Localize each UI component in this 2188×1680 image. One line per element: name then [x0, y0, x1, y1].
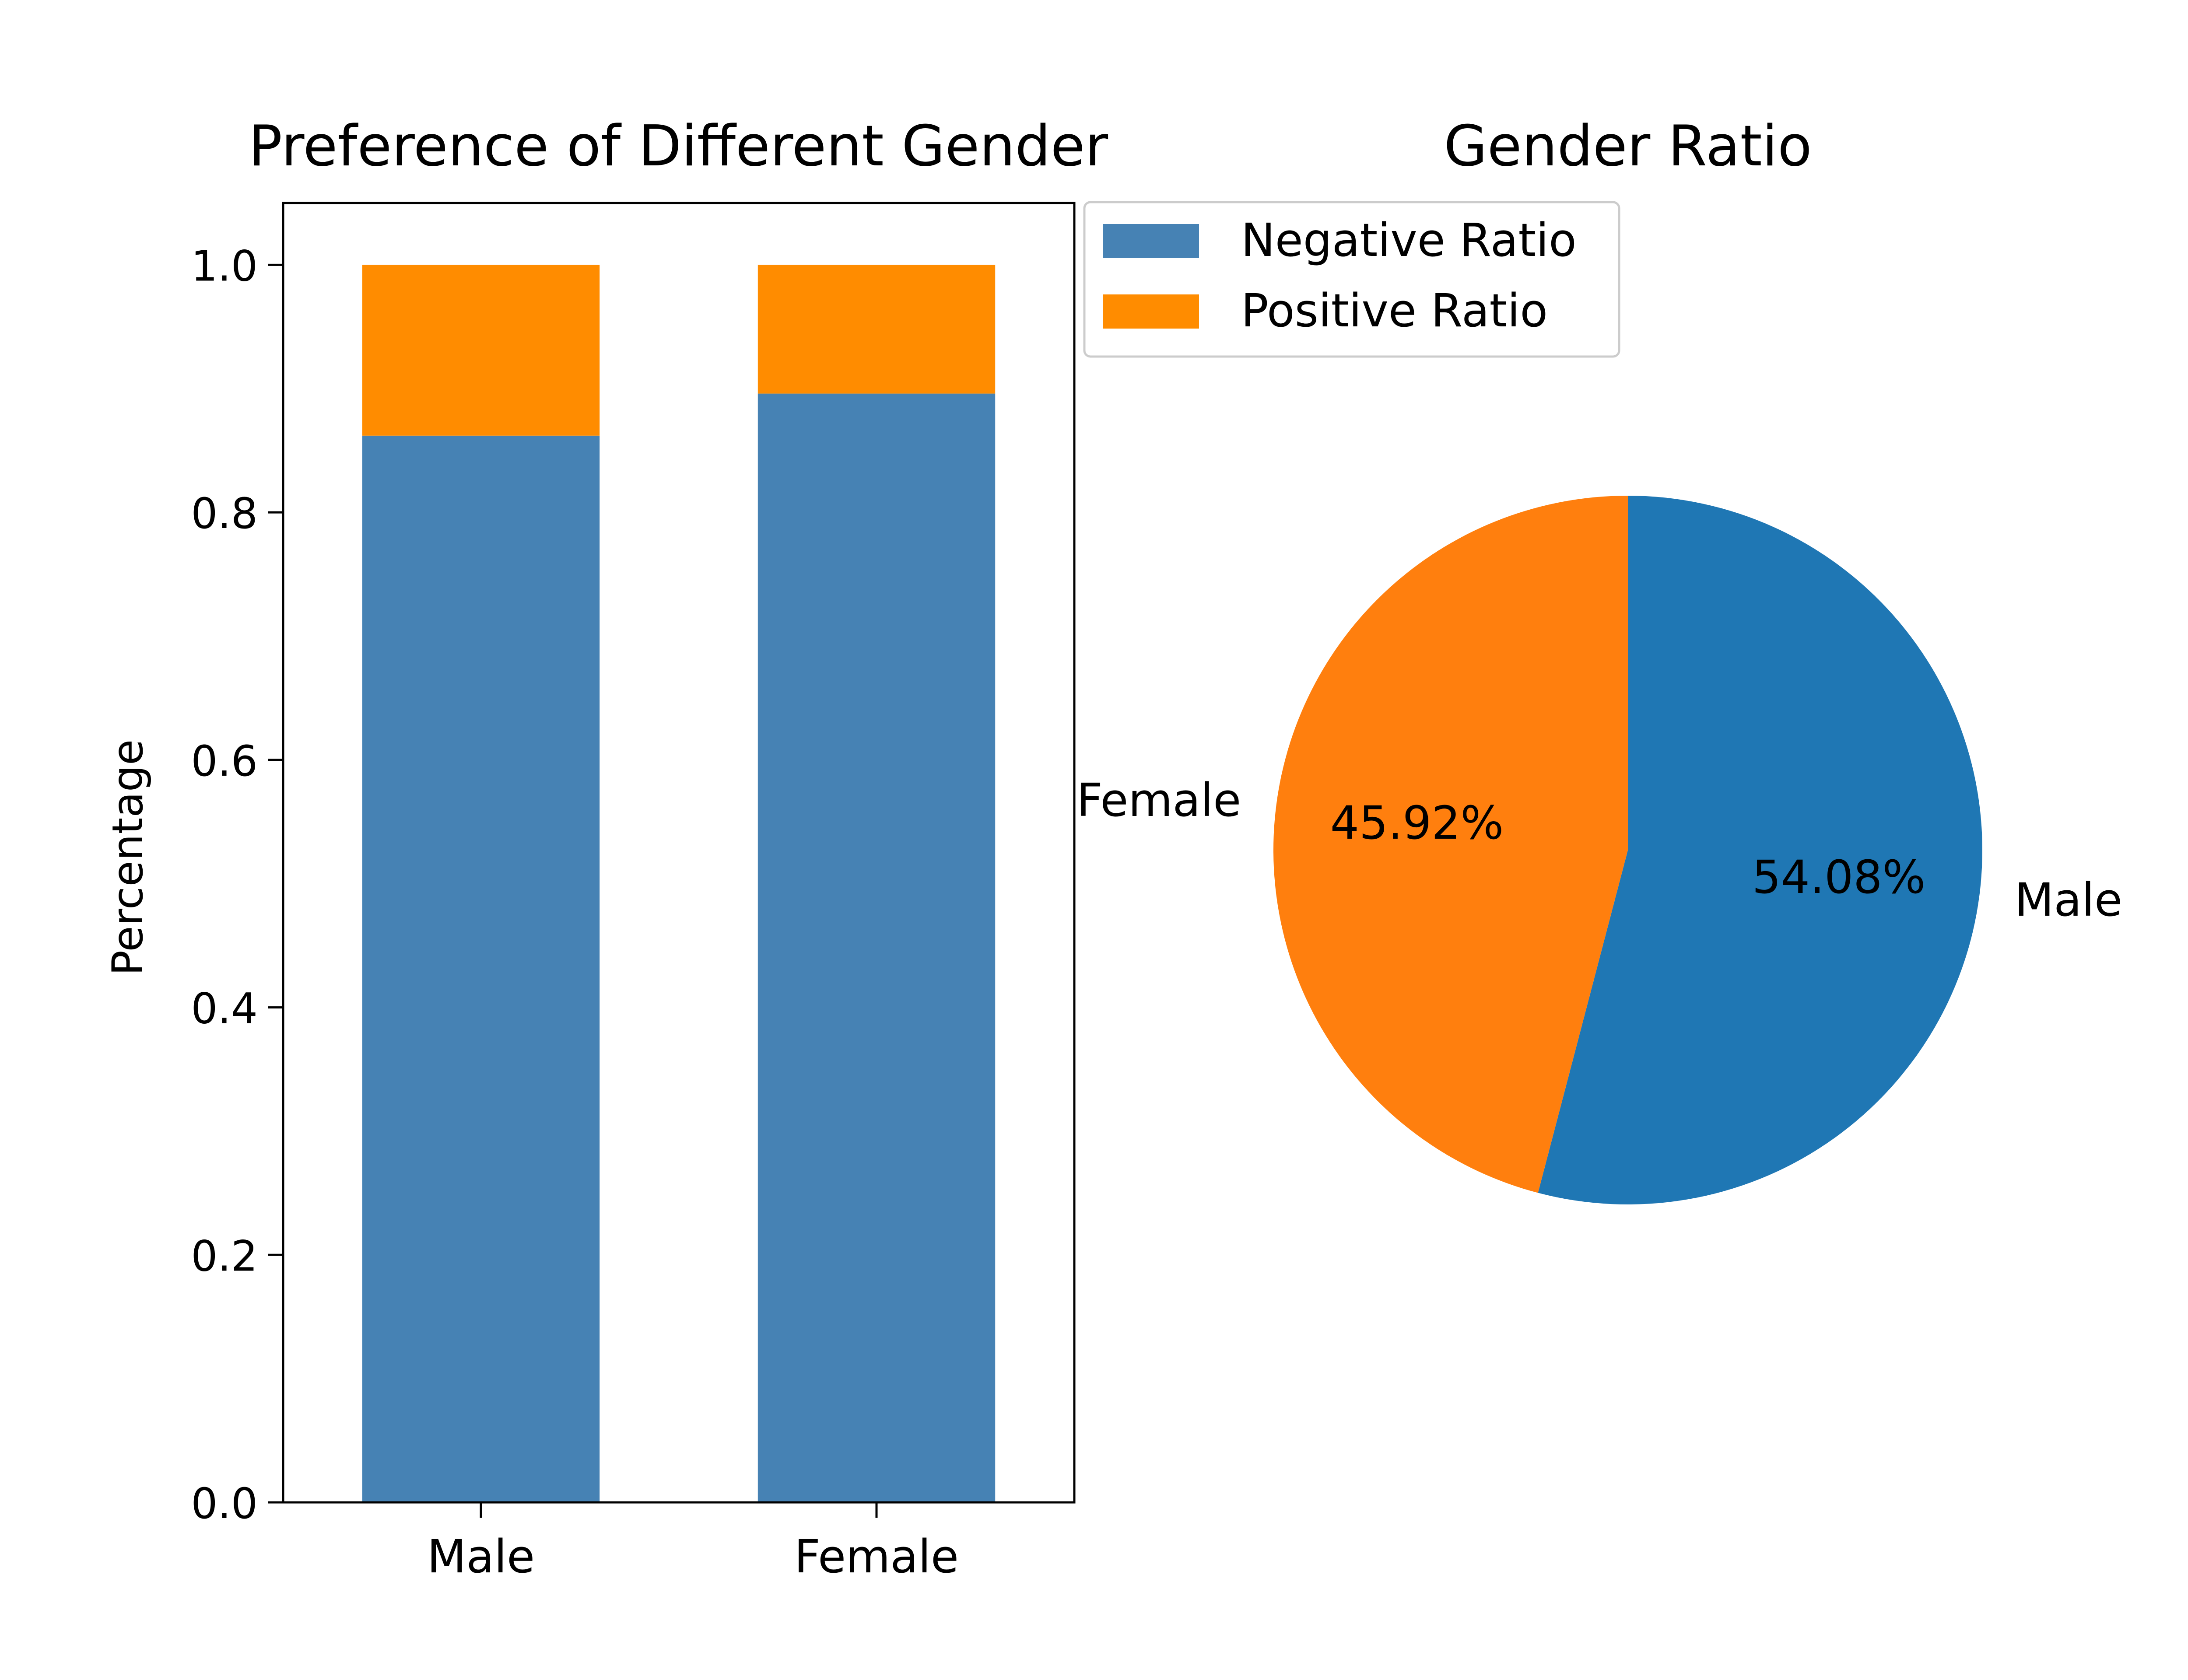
legend-label-negative-ratio: Negative Ratio — [1241, 214, 1577, 267]
y-tick-label: 0.8 — [191, 489, 258, 538]
bar-chart-title: Preference of Different Gender — [249, 114, 1108, 179]
pie-percent-label-male: 54.08% — [1752, 850, 1926, 904]
pie-slices — [1273, 496, 1982, 1204]
pie-category-label-female: Female — [1076, 774, 1241, 827]
x-tick-label-female: Female — [794, 1530, 959, 1583]
y-tick-label: 0.4 — [191, 984, 258, 1033]
pie-percent-label-female: 45.92% — [1330, 796, 1504, 850]
pie-slice-female — [1273, 496, 1628, 1193]
pie-slice-male — [1538, 496, 1982, 1204]
legend-swatch-negative-ratio — [1103, 224, 1199, 258]
y-tick-label: 0.0 — [191, 1479, 258, 1528]
bar-y-axis-ticks: 0.0 0.2 0.4 0.6 0.8 1.0 — [191, 242, 283, 1528]
bar-marks — [362, 265, 996, 1502]
bar-x-axis-ticks: Male Female — [427, 1502, 959, 1583]
y-tick-label: 0.6 — [191, 737, 258, 786]
pie-labels: 54.08% Male 45.92% Female — [1076, 774, 2122, 927]
bar-male-positive-ratio — [362, 265, 600, 436]
bar-male-negative-ratio — [362, 435, 600, 1502]
stacked-bar-chart: Preference of Different Gender Percentag… — [103, 114, 1108, 1583]
pie-category-label-male: Male — [2015, 873, 2122, 927]
y-tick-label: 1.0 — [191, 242, 258, 290]
bar-female-negative-ratio — [757, 393, 996, 1502]
legend-label-positive-ratio: Positive Ratio — [1241, 284, 1548, 337]
bar-chart-y-axis-label: Percentage — [103, 739, 152, 976]
x-tick-label-male: Male — [427, 1530, 535, 1583]
pie-chart: Gender Ratio 54.08% Male 45.92% Female — [1076, 114, 2122, 1204]
bar-female-positive-ratio — [757, 265, 996, 394]
y-tick-label: 0.2 — [191, 1232, 258, 1281]
bar-chart-axes-frame — [282, 202, 1076, 1504]
legend-frame — [1083, 201, 1620, 358]
bar-chart-legend: Negative Ratio Positive Ratio — [1083, 201, 1620, 358]
pie-chart-title: Gender Ratio — [1444, 114, 1812, 179]
legend-swatch-positive-ratio — [1103, 294, 1199, 329]
